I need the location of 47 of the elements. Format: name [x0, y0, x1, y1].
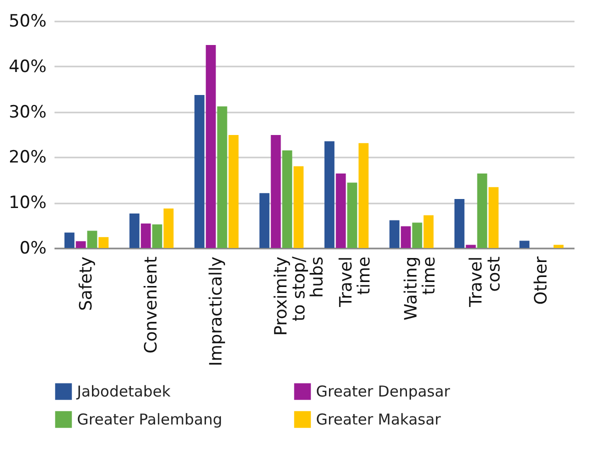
bar [64, 232, 74, 248]
bar [347, 182, 358, 248]
x-tick-label: Safety [76, 256, 96, 311]
legend-label: Greater Denpasar [316, 382, 451, 401]
legend-label: Greater Palembang [77, 410, 222, 428]
x-tick-label: Proximity to stop/ hubs [272, 256, 328, 336]
bar [294, 166, 304, 248]
bar [228, 134, 239, 248]
bar [76, 241, 86, 248]
bar [140, 223, 151, 248]
bar [217, 106, 228, 248]
y-tick-label: 40% [8, 56, 46, 77]
bar [412, 222, 422, 248]
y-tick-label: 0% [20, 238, 46, 258]
y-tick-label: 50% [8, 12, 46, 32]
bar [98, 237, 109, 248]
bar [87, 230, 98, 248]
x-tick-label: Waiting time [402, 256, 440, 320]
bar [282, 150, 292, 248]
bar [194, 95, 204, 248]
bar [358, 143, 369, 248]
bar [389, 220, 400, 248]
x-tick-label: Impractically [206, 256, 226, 366]
x-tick-label: Convenient [142, 256, 162, 354]
bar [554, 244, 564, 248]
bar [477, 174, 488, 248]
bar [336, 174, 346, 248]
bar [519, 240, 530, 248]
bar [400, 226, 411, 248]
bar [424, 215, 434, 248]
y-tick-label: 30% [8, 102, 46, 122]
y-tick-label: 10% [8, 193, 46, 214]
y-tick-label: 20% [8, 148, 46, 168]
bar [259, 193, 270, 248]
legend-label: Jabodetabek [76, 382, 171, 401]
legend-label: Greater Makasar [316, 410, 442, 428]
bar [466, 244, 476, 248]
bar [270, 134, 281, 248]
bar [129, 213, 140, 248]
bar [152, 224, 162, 248]
bar [454, 198, 464, 248]
bar [324, 141, 334, 248]
bar [164, 208, 174, 248]
x-tick-label: Travel cost [466, 256, 504, 308]
bar [488, 187, 499, 248]
bar [206, 45, 216, 248]
x-tick-label: Other [532, 256, 552, 305]
